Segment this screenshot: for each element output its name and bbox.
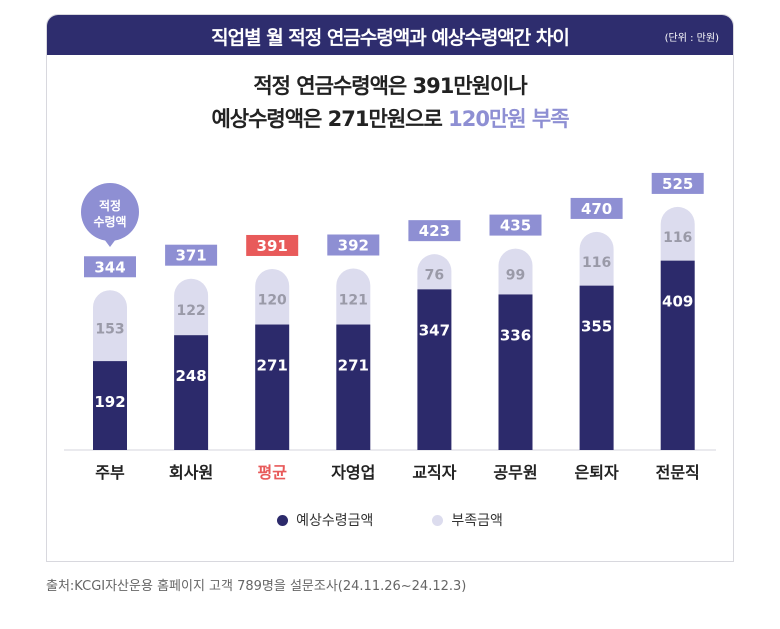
bar-expected — [255, 324, 290, 450]
total-label: 371 — [175, 247, 206, 265]
category-label: 자영업 — [331, 463, 375, 482]
chart-title: 직업별 월 적정 연금수령액과 예상수령액간 차이 — [211, 27, 570, 49]
value-label-shortfall: 153 — [95, 322, 124, 338]
bar-shortfall — [255, 268, 290, 325]
total-label: 392 — [338, 237, 369, 255]
total-label-box — [327, 234, 380, 256]
value-label-shortfall: 120 — [258, 293, 287, 309]
value-label-shortfall: 121 — [339, 293, 368, 309]
bar-expected — [660, 260, 695, 450]
bar-expected — [174, 335, 209, 450]
bar-shortfall — [336, 268, 371, 325]
value-label-expected: 271 — [338, 357, 369, 375]
headline-line1: 적정 연금수령액은 391만원이나 — [253, 74, 527, 98]
legend: 예상수령금액 부족금액 — [0, 510, 780, 530]
value-label-expected: 355 — [581, 318, 612, 336]
legend-label-expected: 예상수령금액 — [296, 513, 374, 529]
source-note: 출처:KCGI자산운용 홈페이지 고객 789명을 설문조사(24.11.26~… — [46, 579, 467, 594]
value-label-expected: 336 — [500, 326, 531, 344]
value-label-expected: 192 — [94, 393, 125, 411]
total-label-box — [84, 256, 136, 278]
value-label-shortfall: 122 — [176, 303, 205, 319]
value-label-shortfall: 99 — [506, 268, 525, 284]
bar-shortfall — [93, 290, 127, 362]
total-label: 423 — [419, 222, 450, 240]
total-label: 344 — [94, 258, 125, 276]
total-label-box — [165, 244, 218, 266]
total-label: 470 — [581, 200, 612, 218]
total-label-box — [570, 197, 623, 219]
legend-swatch-shortfall — [432, 515, 444, 526]
legend-swatch-expected — [277, 515, 289, 526]
bar-shortfall — [579, 231, 614, 286]
bubble-text-2: 수령액 — [93, 215, 126, 229]
total-label-box — [246, 234, 299, 256]
total-label: 525 — [662, 175, 693, 193]
legend-label-shortfall: 부족금액 — [451, 513, 503, 529]
headline-highlight: 120만원 부족 — [448, 107, 569, 131]
bar-expected — [579, 285, 614, 450]
headline-line2: 예상수령액은 271만원으로 — [211, 107, 449, 131]
bubble-callout — [81, 183, 139, 241]
value-label-expected: 347 — [419, 321, 450, 339]
category-label: 전문직 — [656, 463, 700, 482]
bar-shortfall — [660, 206, 695, 261]
unit-label: (단위 : 만원) — [664, 33, 719, 44]
bar-shortfall — [174, 278, 209, 336]
total-label-box — [408, 220, 461, 242]
total-label-box — [489, 214, 542, 236]
value-label-shortfall: 116 — [663, 230, 692, 246]
category-label: 평균 — [257, 463, 287, 482]
category-label: 주부 — [95, 463, 125, 482]
headline: 적정 연금수령액은 391만원이나 예상수령액은 271만원으로 120만원 부… — [0, 70, 780, 136]
category-label: 공무원 — [493, 463, 537, 482]
bar-shortfall — [417, 254, 452, 290]
bar-expected — [417, 289, 452, 450]
bar-expected — [93, 361, 127, 450]
category-label: 은퇴자 — [575, 463, 619, 482]
value-label-shortfall: 76 — [425, 268, 444, 284]
bar-expected — [498, 294, 533, 450]
value-label-shortfall: 116 — [582, 255, 611, 271]
total-label: 391 — [257, 237, 288, 255]
total-label-box — [651, 172, 704, 194]
category-label: 회사원 — [169, 463, 213, 482]
bubble-text-1: 적정 — [99, 198, 121, 213]
chart-card: 직업별 월 적정 연금수령액과 예상수령액간 차이 (단위 : 만원) — [46, 14, 734, 562]
value-label-expected: 248 — [175, 367, 206, 385]
bubble-pointer — [104, 239, 116, 247]
header-bar: 직업별 월 적정 연금수령액과 예상수령액간 차이 (단위 : 만원) — [47, 15, 733, 55]
bar-expected — [336, 324, 371, 450]
category-label: 교직자 — [412, 463, 456, 482]
value-label-expected: 271 — [257, 357, 288, 375]
value-label-expected: 409 — [662, 293, 693, 311]
bar-shortfall — [498, 248, 533, 295]
total-label: 435 — [500, 217, 531, 235]
